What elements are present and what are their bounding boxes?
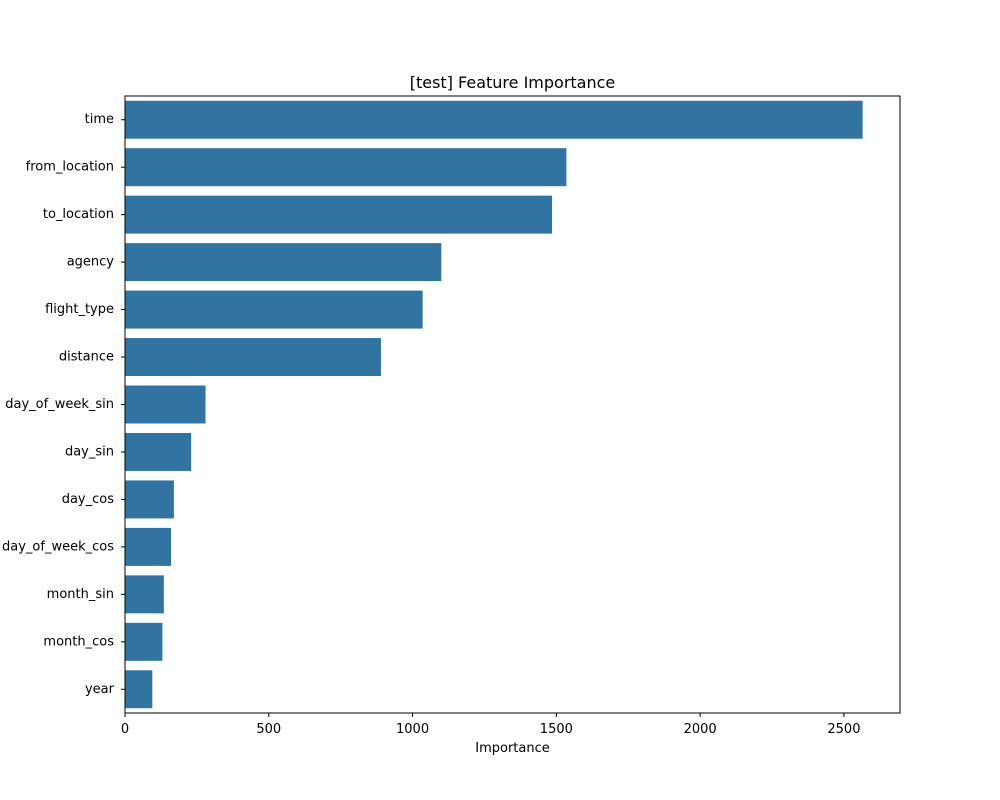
x-tick-label: 2500 <box>827 722 860 737</box>
bar-day-sin <box>125 432 192 471</box>
plot-area-frame <box>124 95 901 714</box>
y-tick-label: agency <box>67 255 115 270</box>
bar-time <box>125 100 863 139</box>
y-tick-label: day_sin <box>65 444 114 459</box>
y-tick-label: distance <box>59 350 114 365</box>
bar-day-of-week-sin <box>125 385 206 424</box>
bar-day-cos <box>125 480 174 519</box>
x-axis-label: Importance <box>475 741 550 756</box>
bar-day-of-week-cos <box>125 527 172 566</box>
y-tick-label: day_of_week_cos <box>2 539 114 554</box>
bar-month-cos <box>125 622 163 661</box>
y-tick-label: time <box>85 112 114 127</box>
bar-year <box>125 670 153 709</box>
chart-title: [test] Feature Importance <box>410 73 616 92</box>
x-axis-ticks: 0 500 1000 1500 2000 2500 <box>121 713 860 737</box>
y-tick-label: to_location <box>43 207 114 222</box>
y-tick-label: month_cos <box>43 634 114 649</box>
x-tick-label: 1000 <box>396 722 429 737</box>
x-tick-label: 0 <box>121 722 129 737</box>
x-tick-label: 1500 <box>540 722 573 737</box>
y-tick-label: year <box>85 682 115 697</box>
y-tick-label: month_sin <box>47 587 114 602</box>
x-tick-label: 500 <box>256 722 281 737</box>
bars-group <box>125 100 863 709</box>
y-tick-label: flight_type <box>45 302 114 317</box>
bar-month-sin <box>125 575 164 614</box>
bar-distance <box>125 338 381 377</box>
bar-agency <box>125 243 442 282</box>
bar-to-location <box>125 195 553 234</box>
y-tick-label: day_cos <box>62 492 115 507</box>
y-tick-label: from_location <box>26 160 114 175</box>
bar-flight-type <box>125 290 423 329</box>
y-tick-label: day_of_week_sin <box>5 397 114 412</box>
bar-from-location <box>125 148 567 187</box>
x-tick-label: 2000 <box>684 722 717 737</box>
